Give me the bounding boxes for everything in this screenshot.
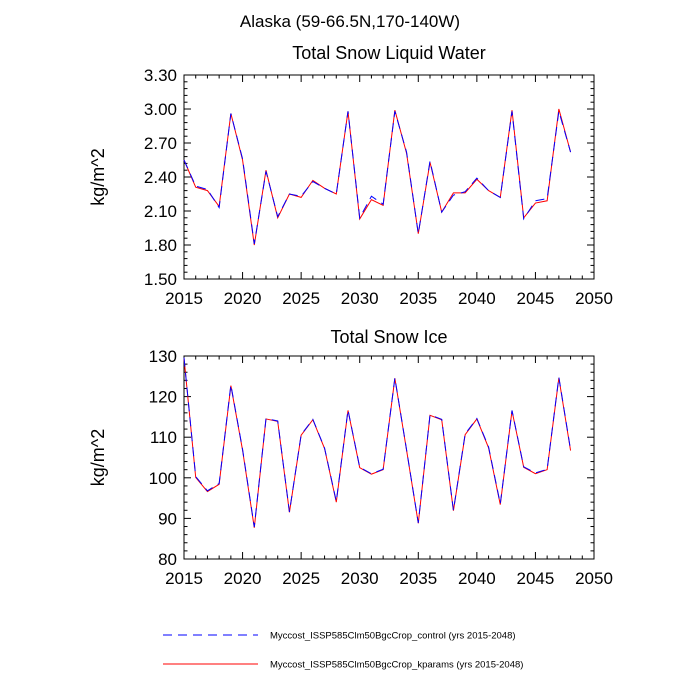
x-tick-label: 2030 bbox=[341, 569, 379, 588]
x-tick-label: 2050 bbox=[575, 569, 613, 588]
chart-title: Total Snow Ice bbox=[330, 327, 447, 347]
y-tick-label: 2.10 bbox=[144, 202, 177, 221]
chart-title: Total Snow Liquid Water bbox=[292, 43, 485, 63]
x-tick-label: 2035 bbox=[399, 569, 437, 588]
series-line-kparams bbox=[183, 357, 572, 528]
x-tick-label: 2020 bbox=[224, 569, 262, 588]
x-tick-label: 2035 bbox=[399, 289, 437, 308]
y-tick-label: 110 bbox=[150, 428, 177, 447]
y-tick-label: 3.00 bbox=[144, 100, 177, 119]
y-axis-label: kg/m^2 bbox=[88, 429, 108, 486]
plot-frame bbox=[183, 74, 595, 280]
y-tick-label: 100 bbox=[149, 469, 177, 488]
x-tick-label: 2015 bbox=[165, 289, 203, 308]
x-tick-label: 2020 bbox=[224, 289, 262, 308]
y-tick-label: 120 bbox=[149, 388, 177, 407]
y-tick-label: 2.40 bbox=[144, 168, 177, 187]
y-axis-label: kg/m^2 bbox=[88, 148, 108, 205]
x-tick-label: 2045 bbox=[517, 569, 555, 588]
series-line-kparams bbox=[183, 108, 572, 246]
x-tick-label: 2030 bbox=[341, 289, 379, 308]
x-tick-label: 2045 bbox=[517, 289, 555, 308]
y-tick-label: 1.50 bbox=[144, 270, 177, 289]
x-tick-label: 2040 bbox=[458, 569, 496, 588]
chart-panel-1: Total Snow Liquid Water 2015 2020 2025 2030 2… bbox=[88, 43, 613, 308]
legend-label: Myccost_ISSP585Clm50BgcCrop_control (yrs… bbox=[270, 631, 516, 642]
y-tick-label: 3.30 bbox=[144, 66, 177, 85]
x-tick-label: 2015 bbox=[165, 569, 203, 588]
series-line-control bbox=[183, 111, 572, 244]
series-line-control bbox=[183, 357, 572, 528]
y-tick-label: 130 bbox=[149, 347, 177, 366]
x-tick-label: 2050 bbox=[575, 289, 613, 308]
legend-label: Myccost_ISSP585Clm50BgcCrop_kparams (yrs… bbox=[270, 660, 523, 671]
x-tick-label: 2025 bbox=[282, 569, 320, 588]
y-tick-label: 1.80 bbox=[144, 236, 177, 255]
figure-title: Alaska (59-66.5N,170-140W) bbox=[240, 12, 460, 31]
x-tick-label: 2025 bbox=[282, 289, 320, 308]
chart-panel-2: Total Snow Ice 2015 2020 2025 2030 2035 2040 20… bbox=[88, 327, 613, 588]
plot-frame bbox=[183, 355, 595, 560]
y-tick-label: 90 bbox=[158, 509, 177, 528]
y-tick-label: 80 bbox=[158, 550, 177, 569]
legend: Myccost_ISSP585Clm50BgcCrop_control (yrs… bbox=[163, 631, 523, 671]
x-tick-label: 2040 bbox=[458, 289, 496, 308]
y-tick-label: 2.70 bbox=[144, 134, 177, 153]
plots-area: Total Snow Liquid Water 2015 2020 2025 2030 2… bbox=[88, 43, 613, 588]
